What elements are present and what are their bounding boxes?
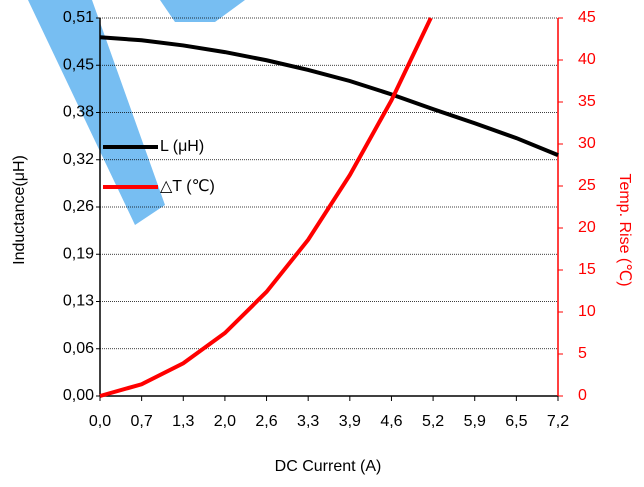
y2-tick-label: 0 [578,387,587,404]
x-tick-label: 3,3 [297,413,319,430]
x-tick-label: 7,2 [547,413,569,430]
y-tick-label: 0,06 [63,340,94,357]
y-tick-label: 0,26 [63,198,94,215]
x-tick-label: 5,2 [422,413,444,430]
x-tick-label: 1,3 [172,413,194,430]
y2-tick-label: 10 [578,303,596,320]
y2-tick-label: 30 [578,135,596,152]
y-tick-label: 0,00 [63,387,94,404]
y2-tick-label: 15 [578,261,596,278]
watermark [160,0,245,22]
legend-label: L (μH) [160,138,204,155]
x-tick-label: 0,7 [131,413,153,430]
y-tick-label: 0,45 [63,56,94,73]
x-tick-label: 3,9 [339,413,361,430]
y-tick-label: 0,13 [63,293,94,310]
x-tick-label: 2,0 [214,413,236,430]
y2-tick-label: 25 [578,177,596,194]
y-tick-label: 0,51 [63,9,94,26]
x-tick-label: 6,5 [505,413,527,430]
y-axis-title: Inductance(μH) [11,155,28,265]
x-tick-label: 2,6 [255,413,277,430]
x-tick-label: 5,9 [464,413,486,430]
y2-axis-title: Temp. Rise (℃) [616,173,633,286]
x-tick-label: 0,0 [89,413,111,430]
y2-tick-label: 35 [578,93,596,110]
y-tick-label: 0,32 [63,151,94,168]
x-axis-title: DC Current (A) [275,458,382,475]
y2-tick-label: 45 [578,9,596,26]
y-tick-label: 0,19 [63,245,94,262]
series-line [99,35,559,157]
y2-tick-label: 20 [578,219,596,236]
series-line [99,17,433,398]
y2-tick-label: 40 [578,51,596,68]
legend-label: △T (℃) [160,178,215,195]
y-tick-label: 0,38 [63,104,94,121]
y2-tick-label: 5 [578,345,587,362]
x-tick-label: 4,6 [380,413,402,430]
